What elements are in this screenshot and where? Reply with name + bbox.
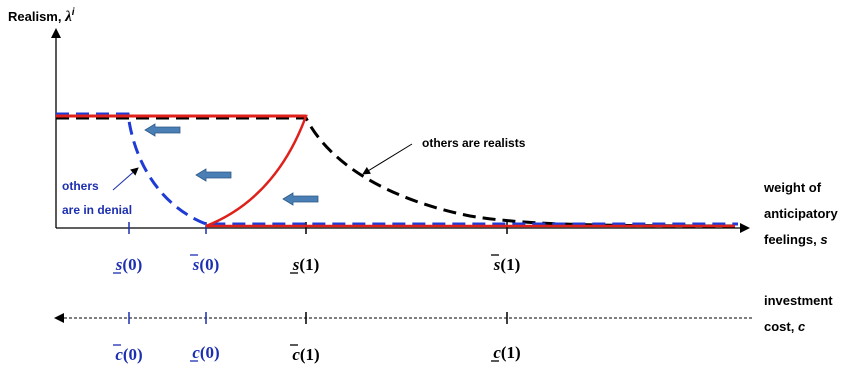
s-tick-label: s(1): [491, 254, 520, 274]
cost-axis-label-line1: investment: [764, 293, 833, 308]
s-tick-label: s(0): [113, 255, 142, 274]
denial-annotation-line2: are in denial: [62, 203, 132, 217]
realists-annotation: others are realists: [422, 136, 526, 150]
x-axis-label-line1: weight of: [763, 180, 822, 195]
c-tick-label: c(1): [491, 343, 521, 362]
red-equilibrium-curve: [56, 114, 735, 228]
svg-text:s(1): s(1): [292, 255, 319, 274]
x-axis-label-line2: anticipatory: [764, 206, 838, 221]
denial-pointer: [112, 167, 139, 191]
svg-text:c(1): c(1): [493, 343, 520, 362]
realists-pointer: [362, 143, 413, 175]
shift-arrow: [195, 168, 232, 182]
svg-text:c(1): c(1): [292, 345, 319, 364]
y-axis-label: Realism, λi: [8, 7, 75, 25]
cost-axis-label-line2: cost, c: [764, 319, 806, 334]
svg-text:s(0): s(0): [115, 255, 142, 274]
shift-arrow: [144, 123, 181, 137]
denial-annotation-line1: others: [62, 179, 99, 193]
c-tick-label: c(1): [290, 344, 320, 364]
svg-text:s(1): s(1): [493, 255, 520, 274]
x-axis-label-line3: feelings, s: [764, 232, 828, 247]
s-tick-label: s(0): [190, 254, 219, 274]
svg-text:s(0): s(0): [192, 255, 219, 274]
realists-dashed-curve: [56, 116, 736, 228]
c-tick-label: c(0): [113, 344, 143, 364]
shift-arrow: [282, 192, 319, 206]
c-tick-label: c(0): [190, 343, 220, 362]
svg-text:c(0): c(0): [192, 343, 219, 362]
s-tick-label: s(1): [290, 255, 319, 274]
svg-text:c(0): c(0): [115, 345, 142, 364]
denial-dashed-curve: [56, 112, 738, 226]
